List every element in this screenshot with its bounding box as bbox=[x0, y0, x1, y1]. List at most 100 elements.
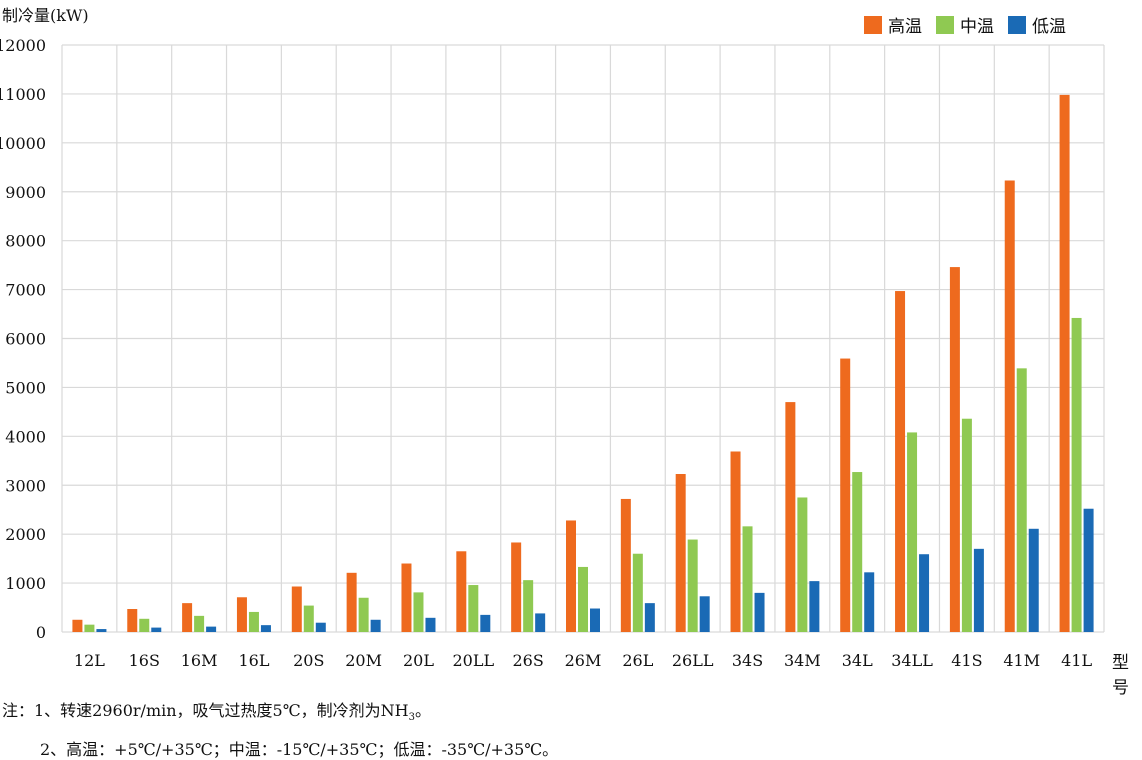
bar-16S-2 bbox=[151, 627, 162, 632]
y-tick-label: 7000 bbox=[5, 281, 46, 300]
bar-26S-2 bbox=[535, 613, 546, 632]
bar-16L-0 bbox=[236, 597, 247, 632]
x-tick-labels: 12L 16S 16M 16L 20S 20M 20L 20LL 26S 26M 26L 26LL 34… bbox=[74, 651, 1093, 670]
legend-swatch-low bbox=[1008, 15, 1026, 34]
x-tick-label: 26M bbox=[565, 651, 602, 670]
y-tick-label: 10000 bbox=[0, 134, 46, 153]
y-tick-label: 1000 bbox=[5, 574, 46, 593]
bar-34M-0 bbox=[785, 402, 796, 632]
bar-26S-1 bbox=[523, 580, 534, 632]
bar-20L-2 bbox=[425, 617, 436, 632]
bar-34L-2 bbox=[864, 572, 875, 632]
bar-chart: 0 1000 2000 3000 4000 5000 6000 7000 8000 9000 100… bbox=[0, 36, 1105, 670]
x-tick-label: 12L bbox=[74, 651, 105, 670]
x-tick-label: 16L bbox=[238, 651, 269, 670]
y-tick-label: 3000 bbox=[5, 476, 46, 495]
y-tick-label: 11000 bbox=[0, 85, 46, 104]
y-tick-label: 12000 bbox=[0, 36, 46, 55]
bar-26M-0 bbox=[566, 520, 576, 632]
bar-20M-2 bbox=[370, 619, 381, 632]
legend-item-low: 低温 bbox=[1008, 12, 1066, 37]
bar-20LL-0 bbox=[456, 551, 467, 632]
bar-26S-0 bbox=[511, 542, 522, 632]
y-tick-label: 8000 bbox=[5, 232, 46, 251]
bar-41L-0 bbox=[1059, 94, 1070, 632]
x-tick-label: 41S bbox=[951, 651, 982, 670]
bar-26L-2 bbox=[644, 603, 655, 632]
bar-20LL-1 bbox=[468, 585, 479, 632]
x-tick-label: 20L bbox=[403, 651, 434, 670]
bar-12L-0 bbox=[72, 619, 83, 632]
x-tick-label: 41M bbox=[1003, 651, 1040, 670]
bar-16L-2 bbox=[260, 625, 271, 632]
legend-label-high: 高温 bbox=[888, 17, 922, 37]
bar-34M-2 bbox=[809, 581, 820, 632]
bar-20LL-2 bbox=[480, 614, 491, 632]
bar-34LL-0 bbox=[895, 291, 906, 632]
bar-12L-2 bbox=[96, 629, 107, 632]
x-tick-label: 26LL bbox=[672, 651, 714, 670]
bar-34S-0 bbox=[730, 451, 741, 632]
y-tick-labels: 0 1000 2000 3000 4000 5000 6000 7000 8000 9000 100… bbox=[0, 36, 46, 642]
legend-item-high: 高温 bbox=[864, 12, 922, 37]
x-tick-label: 34S bbox=[732, 651, 763, 670]
bar-16M-0 bbox=[182, 603, 193, 632]
legend: 高温 中温 低温 bbox=[864, 12, 1066, 37]
footnote-1: 注：1、转速2960r/min，吸气过热度5℃，制冷剂为NH3。 bbox=[2, 697, 431, 723]
x-tick-label: 41L bbox=[1061, 651, 1092, 670]
bar-26L-1 bbox=[632, 553, 643, 632]
x-axis-label: 型号 bbox=[1112, 653, 1129, 698]
x-tick-label: 16S bbox=[129, 651, 160, 670]
bar-41L-2 bbox=[1083, 508, 1094, 632]
bar-34S-1 bbox=[742, 526, 753, 632]
bar-20L-0 bbox=[401, 563, 412, 632]
bar-26LL-1 bbox=[687, 539, 698, 632]
legend-label-mid: 中温 bbox=[960, 17, 994, 37]
bar-20L-1 bbox=[413, 592, 424, 632]
bar-41M-0 bbox=[1004, 180, 1015, 633]
bar-41S-0 bbox=[949, 267, 960, 632]
footnote-2: 2、高温：+5℃/+35℃；中温：-15℃/+35℃；低温：-35℃/+35℃。 bbox=[40, 740, 559, 759]
x-tick-label: 20S bbox=[293, 651, 324, 670]
legend-swatch-mid bbox=[936, 15, 954, 34]
legend-item-mid: 中温 bbox=[936, 12, 994, 37]
bar-20S-1 bbox=[303, 605, 314, 632]
legend-swatch-high bbox=[864, 15, 882, 34]
bar-34L-1 bbox=[852, 472, 863, 632]
bar-16L-1 bbox=[248, 611, 259, 632]
legend-label-low: 低温 bbox=[1032, 17, 1066, 37]
bars bbox=[72, 94, 1094, 633]
y-tick-label: 0 bbox=[36, 623, 46, 642]
bar-41S-2 bbox=[973, 548, 984, 632]
bar-26LL-0 bbox=[675, 473, 686, 632]
bar-16S-1 bbox=[139, 618, 150, 632]
x-tick-label: 34LL bbox=[891, 651, 933, 670]
x-tick-label: 20M bbox=[345, 651, 382, 670]
x-tick-label: 16M bbox=[181, 651, 218, 670]
bar-12L-1 bbox=[84, 624, 95, 632]
bar-16S-0 bbox=[127, 609, 138, 632]
bar-41M-1 bbox=[1016, 368, 1027, 632]
bar-20S-2 bbox=[315, 622, 326, 632]
bar-34S-2 bbox=[754, 592, 765, 632]
bar-41M-2 bbox=[1028, 528, 1039, 632]
bar-20M-1 bbox=[358, 597, 369, 632]
y-tick-label: 2000 bbox=[5, 525, 46, 544]
bar-26L-0 bbox=[620, 498, 631, 632]
y-tick-label: 6000 bbox=[5, 330, 46, 349]
bar-26LL-2 bbox=[699, 596, 710, 632]
x-tick-label: 20LL bbox=[453, 651, 495, 670]
bar-26M-2 bbox=[590, 608, 600, 632]
x-tick-label: 26L bbox=[622, 651, 653, 670]
y-tick-label: 9000 bbox=[5, 183, 46, 202]
bar-20S-0 bbox=[291, 586, 302, 632]
grid-lines bbox=[61, 44, 1105, 633]
bar-26M-1 bbox=[578, 566, 588, 632]
bar-41L-1 bbox=[1071, 317, 1082, 632]
y-tick-label: 4000 bbox=[5, 427, 46, 446]
bar-34M-1 bbox=[797, 497, 808, 632]
x-tick-label: 34L bbox=[842, 651, 873, 670]
footnote-1-text: 注：1、转速2960r/min，吸气过热度5℃，制冷剂为NH bbox=[2, 701, 409, 720]
bar-16M-1 bbox=[194, 615, 205, 632]
x-tick-label: 34M bbox=[784, 651, 821, 670]
